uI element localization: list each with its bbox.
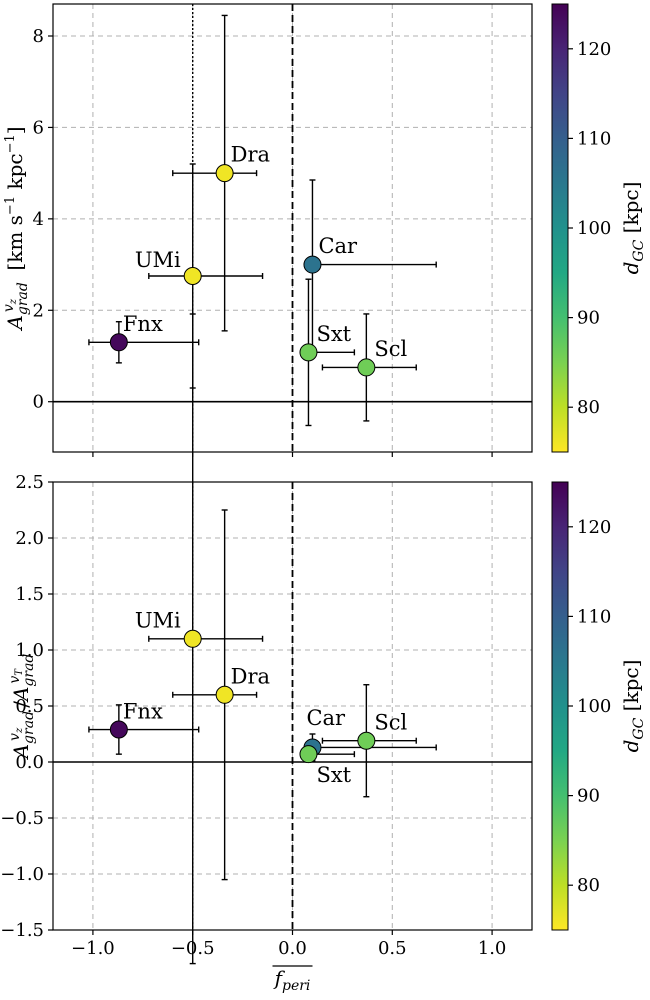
point-scl <box>357 731 376 750</box>
xtick-label: 0.0 <box>278 938 307 959</box>
label-scl: Scl <box>374 711 407 735</box>
top-panel: Dra UMi Car Fnx Sxt Scl 0 2 4 6 8 <box>33 3 533 457</box>
label-umi: UMi <box>135 248 181 272</box>
ytick-label: 2 <box>33 300 44 321</box>
colorbar-1: 80 90 100 110 120 dGC [kpc] <box>551 3 647 453</box>
colorbar-tick-label: 100 <box>577 218 611 239</box>
ytick-label: −0.5 <box>0 808 44 829</box>
point-umi <box>183 629 202 648</box>
ylabel-top: Agradvz [km s−1 kpc−1] <box>1 126 31 331</box>
ytick-label: 2.5 <box>15 472 44 493</box>
colorbar-label: dGC [kpc] <box>619 660 647 753</box>
label-fnx: Fnx <box>123 312 163 336</box>
ytick-label: 0.0 <box>15 752 44 773</box>
point-sxt <box>299 343 318 362</box>
point-sxt <box>299 745 318 764</box>
ytick-label: 4 <box>33 209 44 230</box>
label-dra: Dra <box>231 665 270 689</box>
ytick-label: 0.5 <box>15 696 44 717</box>
xtick-label: −1.0 <box>71 938 115 959</box>
label-scl: Scl <box>374 337 407 361</box>
colorbar-tick-label: 80 <box>577 875 600 896</box>
axis-labels: Agradvz [km s−1 kpc−1] Agradvz/AgradvT fpe… <box>1 126 313 994</box>
colorbar-tick-label: 90 <box>577 308 600 329</box>
point-dra <box>215 164 234 183</box>
colorbar-gradient <box>551 481 569 931</box>
xtick-label: −0.5 <box>171 938 215 959</box>
ytick-label: 8 <box>33 26 44 47</box>
label-sxt: Sxt <box>316 322 351 346</box>
colorbar-tick-label: 110 <box>577 606 611 627</box>
label-umi: UMi <box>135 609 181 633</box>
xtick-label: 1.0 <box>478 938 507 959</box>
colorbar-tick-label: 120 <box>577 39 611 60</box>
label-dra: Dra <box>231 143 270 167</box>
ytick-label: 0 <box>33 392 44 413</box>
colorbars: 80 90 100 110 120 dGC [kpc] 80 90 100 110 120 dGC [… <box>551 3 647 931</box>
colorbar-2: 80 90 100 110 120 dGC [kpc] <box>551 481 647 931</box>
point-umi <box>183 267 202 285</box>
ytick-label: −1.5 <box>0 920 44 941</box>
ytick-label: 6 <box>33 117 44 138</box>
colorbar-tick-label: 120 <box>577 517 611 538</box>
label-sxt: Sxt <box>316 763 351 787</box>
ytick-label: 1.0 <box>15 640 44 661</box>
label-car: Car <box>318 234 358 258</box>
label-fnx: Fnx <box>123 699 163 723</box>
ytick-label: −1.0 <box>0 864 44 885</box>
ytick-label: 1.5 <box>15 584 44 605</box>
xtick-label: 0.5 <box>378 938 407 959</box>
colorbar-gradient <box>551 3 569 453</box>
colorbar-tick-label: 80 <box>577 397 600 418</box>
ytick-label: 2.0 <box>15 528 44 549</box>
label-car: Car <box>306 706 346 730</box>
ylabel-bottom: Agradvz/AgradvT <box>7 654 37 761</box>
point-fnx <box>109 720 128 739</box>
point-dra <box>215 685 234 704</box>
point-fnx <box>109 333 128 352</box>
colorbar-label: dGC [kpc] <box>619 182 647 275</box>
xlabel: fperi <box>273 966 311 994</box>
point-scl <box>357 358 376 377</box>
colorbar-tick-label: 110 <box>577 128 611 149</box>
point-car <box>303 255 322 274</box>
bottom-panel: UMi Dra Fnx Car Scl Sxt −1.5 −1.0 −0.5 0.0 0.5 1.0 1… <box>0 313 533 965</box>
colorbar-tick-label: 100 <box>577 696 611 717</box>
colorbar-tick-label: 90 <box>577 786 600 807</box>
